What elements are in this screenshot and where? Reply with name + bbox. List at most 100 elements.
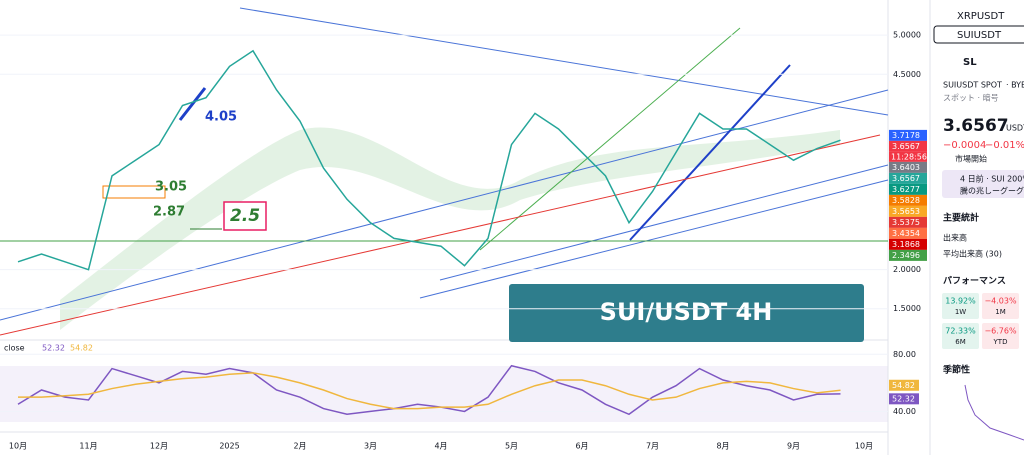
rsi-band: [0, 366, 888, 422]
x-tick-label: 4月: [434, 442, 447, 451]
annotation: 2.5: [230, 206, 260, 226]
change: −0.0004: [943, 140, 986, 151]
price-tag: [889, 140, 927, 152]
trend-line: [439, 164, 889, 281]
banner: SUI/USDT 4H: [600, 298, 773, 326]
stats-row: 出来高: [943, 233, 967, 243]
x-tick-label: 5月: [505, 442, 518, 451]
x-tick-label: 7月: [646, 442, 659, 451]
news-time: 4 日前 · SUI 200%: [960, 174, 1024, 184]
countdown-bg: [889, 151, 927, 162]
perf-period: 1W: [955, 308, 966, 316]
price-tag: [889, 194, 927, 206]
season-title: 季節性: [942, 364, 970, 376]
price-tag-label: 3.1868: [892, 240, 920, 249]
perf-period: YTD: [993, 338, 1008, 346]
price-tag: [889, 216, 927, 228]
price-tag: [889, 129, 927, 141]
x-tick-label: 9月: [787, 442, 800, 451]
ma-line: [0, 134, 881, 336]
rsi-tag-label: 52.32: [892, 394, 915, 403]
x-tick-label: 10月: [855, 442, 873, 451]
price-tag-label: 3.7178: [892, 131, 920, 140]
y-tick-label: 1.5000: [893, 304, 921, 313]
price-tag-label: 3.5653: [892, 207, 920, 216]
rsi-readout: 54.82: [70, 344, 93, 353]
news-box[interactable]: [942, 170, 1024, 198]
season-line: [964, 384, 1024, 441]
series-line: [17, 49, 841, 271]
stats-title: 主要統計: [943, 212, 979, 224]
price-tag-label: 3.6403: [892, 163, 920, 172]
symbol-tag: SL: [963, 57, 977, 68]
rsi-label: close: [4, 344, 25, 353]
trend-line: [239, 7, 889, 116]
perf-cell: [942, 323, 979, 349]
price-tag: [889, 249, 927, 261]
trend-line: [629, 64, 791, 241]
change-pct: −0.01%: [985, 140, 1024, 151]
annotation: 2.87: [153, 205, 185, 220]
symbol-name: SUIUSDT SPOT: [943, 81, 1002, 90]
rsi-tag-label: 54.82: [892, 381, 915, 390]
price-tag: [889, 161, 927, 173]
perf-title: パフォーマンス: [943, 275, 1006, 287]
price-tag-label: 3.5375: [892, 218, 920, 227]
currency: USDT: [1006, 124, 1024, 133]
y-tick-label: 4.5000: [893, 70, 921, 79]
perf-value: 72.33%: [945, 327, 976, 336]
drawings: [0, 7, 889, 336]
x-tick-label: 10月: [9, 442, 27, 451]
price-tag: [889, 183, 927, 195]
last-price: 3.6567: [943, 116, 1009, 136]
trend-line: [479, 27, 741, 251]
price-tag: [889, 172, 927, 184]
x-tick-label: 11月: [79, 442, 97, 451]
stats-row: 平均出来高 (30): [943, 249, 1002, 259]
label-box: [223, 201, 267, 231]
banner-bg: [509, 284, 864, 342]
watch-selected[interactable]: [933, 25, 1024, 44]
x-tick-label: 2025: [219, 442, 239, 451]
price-tag-label: 2.3496: [892, 251, 920, 260]
watch-item[interactable]: XRPUSDT: [957, 11, 1005, 22]
annotation: 3.05: [155, 180, 187, 195]
x-tick-label: 6月: [575, 442, 588, 451]
perf-cell: [942, 293, 979, 319]
price-tag-label: 3.5828: [892, 196, 920, 205]
price-tag: [889, 238, 927, 250]
y-tick-label: 5.0000: [893, 31, 921, 40]
arrow: [178, 87, 207, 121]
rsi-tag: [889, 379, 919, 391]
price-tag-label: 3.6567: [892, 142, 920, 151]
watch-item[interactable]: SUIUSDT: [957, 30, 1002, 41]
countdown: 11:28:56: [891, 152, 927, 161]
x-tick-label: 12月: [150, 442, 168, 451]
perf-period: 6M: [955, 338, 966, 346]
annotation: 4.05: [205, 110, 237, 125]
perf-value: 13.92%: [945, 297, 976, 306]
perf-period: 1M: [995, 308, 1006, 316]
rsi-tag: [889, 393, 919, 405]
perf-value: −4.03%: [984, 297, 1017, 306]
box: [102, 185, 166, 199]
x-tick-label: 2月: [293, 442, 306, 451]
exchange: · BYB: [1006, 81, 1024, 90]
cloud: [60, 127, 840, 331]
price-tag-label: 3.6277: [892, 185, 920, 194]
rsi-readout: 52.32: [42, 344, 65, 353]
y-tick-label: 2.0000: [893, 265, 921, 274]
trend-line: [419, 179, 889, 299]
price-tag: [889, 227, 927, 239]
status: 市場開始: [955, 154, 987, 164]
y-tick-label: 80.00: [893, 350, 916, 359]
kind: スポット · 暗号: [943, 93, 999, 103]
perf-cell: [982, 323, 1019, 349]
price-tag: [889, 205, 927, 217]
perf-cell: [982, 293, 1019, 319]
price-tag-label: 3.6567: [892, 174, 920, 183]
price-tag-label: 3.4354: [892, 229, 920, 238]
x-tick-label: 3月: [364, 442, 377, 451]
news-text: 騰の兆しーグーグ: [960, 186, 1024, 196]
